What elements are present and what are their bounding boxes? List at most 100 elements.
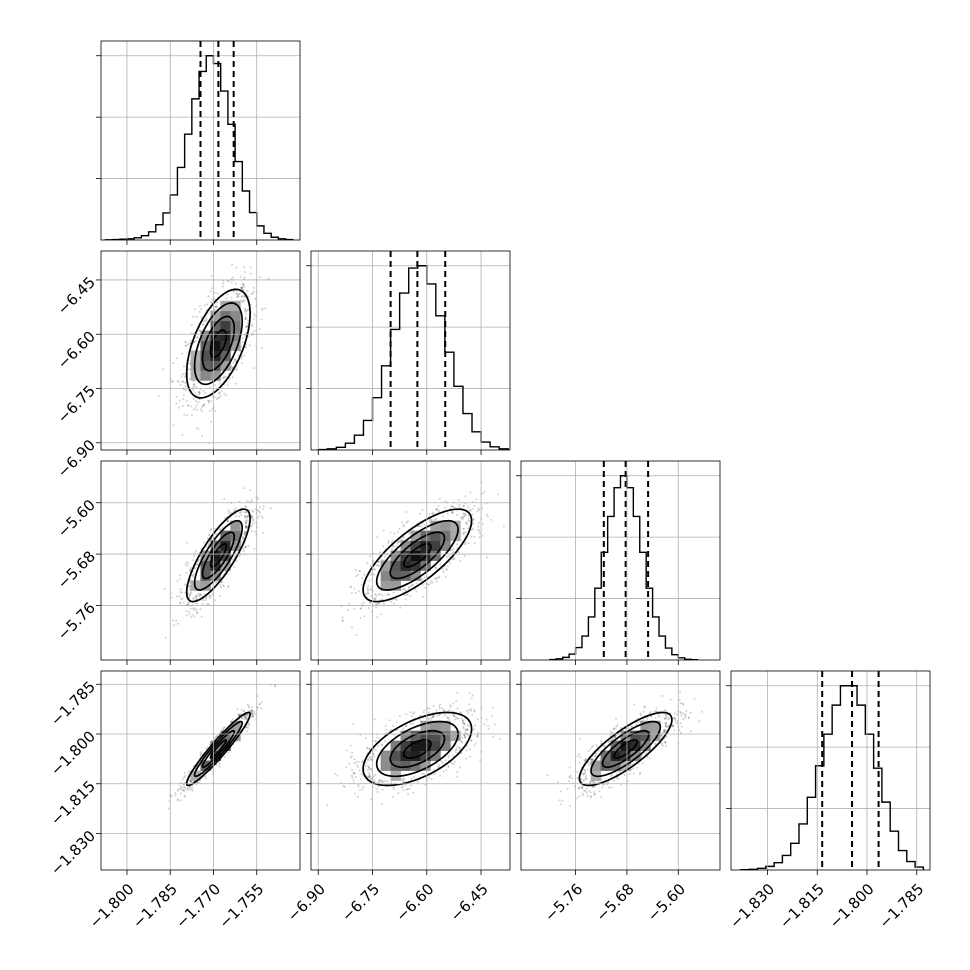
scatter-point: [227, 509, 230, 512]
scatter-point: [179, 788, 182, 791]
scatter-point: [242, 536, 245, 539]
scatter-point: [449, 562, 452, 565]
scatter-point: [359, 778, 362, 781]
scatter-point: [178, 406, 181, 409]
scatter-point: [239, 511, 242, 514]
scatter-point: [180, 598, 183, 600]
scatter-point: [187, 404, 190, 407]
scatter-point: [679, 711, 682, 713]
scatter-point: [214, 581, 217, 584]
scatter-point: [251, 522, 254, 525]
scatter-point: [403, 588, 406, 590]
scatter-point: [175, 619, 178, 622]
scatter-point: [610, 774, 613, 777]
scatter-point: [368, 776, 371, 779]
scatter-point: [383, 780, 386, 782]
scatter-point: [195, 609, 198, 611]
scatter-point: [374, 773, 377, 776]
scatter-point: [241, 286, 244, 289]
scatter-point: [184, 775, 187, 777]
scatter-point: [193, 385, 196, 388]
scatter-point: [180, 787, 183, 790]
density-cell: [430, 720, 441, 732]
scatter-point: [181, 373, 184, 376]
panel-frame-2-2: [520, 460, 721, 661]
scatter-point: [576, 755, 579, 758]
scatter-point: [407, 532, 410, 535]
scatter-point: [247, 726, 250, 729]
density-cell: [620, 730, 631, 742]
scatter-point: [665, 725, 668, 728]
scatter-point: [615, 717, 618, 720]
scatter-point: [203, 403, 205, 406]
scatter-point: [182, 394, 185, 397]
scatter-point: [636, 766, 638, 769]
scatter-point: [460, 712, 463, 714]
scatter-point: [235, 296, 238, 299]
scatter-point: [378, 780, 381, 783]
scatter-point: [242, 288, 245, 291]
scatter-point: [442, 571, 445, 573]
x-tick-label-p1: −6.45: [447, 880, 492, 925]
scatter-point: [393, 532, 396, 535]
x-tick-label-p2: −5.60: [644, 880, 689, 925]
scatter-point: [209, 386, 212, 389]
scatter-point: [357, 783, 360, 786]
scatter-point: [462, 505, 465, 508]
scatter-point: [609, 734, 612, 737]
scatter-point: [192, 315, 195, 318]
scatter-point: [409, 722, 412, 725]
scatter-point: [393, 788, 396, 791]
scatter-point: [438, 575, 441, 578]
scatter-point: [222, 377, 225, 380]
scatter-point: [199, 408, 202, 411]
scatter-point: [446, 716, 449, 719]
contour-level-3: [185, 288, 251, 399]
scatter-point: [684, 713, 687, 716]
scatter-point: [452, 755, 455, 757]
density-cell: [600, 760, 611, 771]
scatter-point: [195, 595, 198, 598]
scatter-point: [680, 725, 683, 728]
scatter-point: [175, 402, 178, 405]
density-cell: [220, 340, 231, 351]
scatter-point: [366, 775, 369, 778]
contour-level-2: [375, 519, 459, 591]
scatter-point: [172, 619, 175, 622]
scatter-point: [376, 536, 379, 539]
density-cell: [400, 730, 411, 742]
density-cell: [610, 750, 621, 761]
scatter-point: [413, 776, 416, 779]
scatter-point: [591, 780, 594, 783]
scatter-point: [664, 741, 667, 744]
scatter-point: [466, 728, 469, 730]
x-tick-label-p0: −1.755: [216, 880, 268, 932]
scatter-point: [582, 773, 585, 776]
scatter-point: [209, 529, 212, 532]
scatter-point: [219, 528, 222, 531]
density-cell: [220, 300, 231, 312]
scatter-point: [188, 362, 191, 365]
scatter-point: [193, 615, 196, 618]
scatter-point: [181, 405, 184, 408]
scatter-point: [439, 774, 442, 777]
scatter-point: [441, 515, 444, 518]
scatter-point: [389, 531, 392, 534]
scatter-point: [671, 725, 673, 728]
scatter-point: [465, 521, 467, 524]
scatter-point: [167, 807, 170, 810]
scatter-point: [180, 591, 183, 594]
scatter-point: [578, 737, 581, 740]
scatter-point: [244, 522, 247, 525]
scatter-point: [589, 796, 592, 799]
scatter-point: [223, 726, 226, 729]
scatter-point: [424, 586, 427, 589]
scatter-point: [473, 709, 476, 712]
scatter-point: [351, 769, 354, 771]
scatter-point: [357, 590, 360, 593]
scatter-point: [593, 755, 596, 758]
scatter-point: [188, 613, 191, 615]
scatter-point: [435, 508, 438, 511]
density-cell: [220, 550, 231, 561]
scatter-point: [189, 607, 192, 610]
